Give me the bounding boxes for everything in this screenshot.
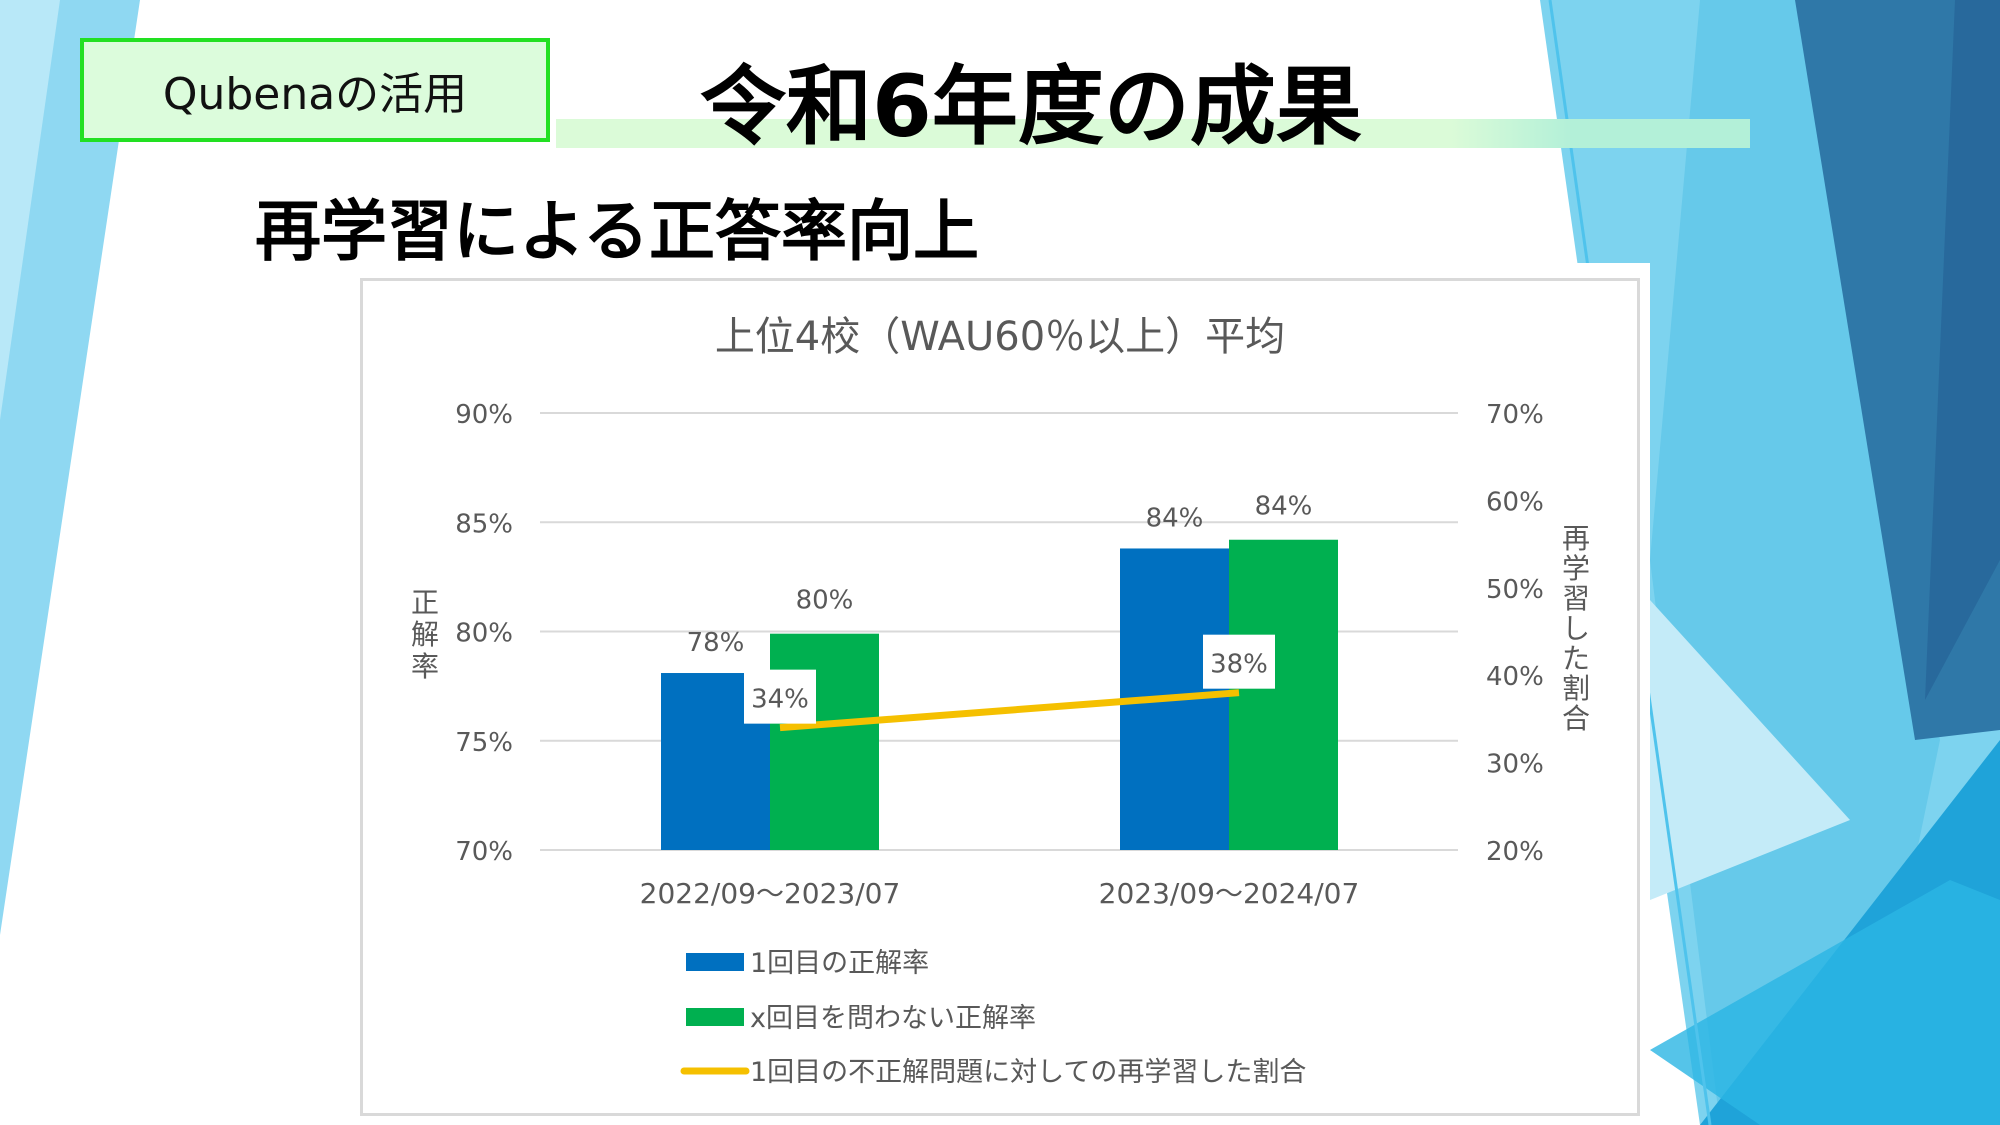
chart-background xyxy=(352,263,1650,1125)
y2-tick-label: 50% xyxy=(1486,575,1544,605)
right-darker-panel xyxy=(1925,0,2000,700)
bar-data-label: 78% xyxy=(687,628,745,658)
page-subtitle: 再学習による正答率向上 xyxy=(255,193,980,270)
y2-tick-label: 30% xyxy=(1486,750,1544,780)
right-bright-band xyxy=(1650,880,2000,1125)
y-tick-label: 85% xyxy=(455,509,513,539)
legend-label: x回目を問わない正解率 xyxy=(750,1003,1036,1034)
legend-swatch xyxy=(686,1008,744,1026)
chart-frame xyxy=(360,278,1640,1116)
y2-tick-label: 70% xyxy=(1486,400,1544,430)
y-tick-label: 90% xyxy=(455,400,513,430)
bar-any-attempt xyxy=(1229,539,1338,850)
section-tag-label: Qubenaの活用 xyxy=(162,69,468,120)
line-label-box xyxy=(744,669,816,724)
bar-data-label: 84% xyxy=(1146,503,1204,533)
y2-axis-title: 再学習した割合 xyxy=(1562,522,1590,735)
y2-tick-label: 60% xyxy=(1486,487,1544,517)
legend-swatch xyxy=(686,953,744,971)
line-label-box xyxy=(1203,634,1275,689)
line-data-label: 34% xyxy=(751,685,809,715)
y-tick-label: 80% xyxy=(455,619,513,649)
y2-tick-label: 20% xyxy=(1486,837,1544,867)
left-wedge xyxy=(0,0,140,935)
legend-label: 1回目の正解率 xyxy=(750,948,929,979)
y-axis-title: 正解率 xyxy=(411,586,439,683)
left-wedge-light xyxy=(0,0,60,420)
bar-data-label: 80% xyxy=(796,586,854,616)
section-tag: Qubenaの活用 xyxy=(80,38,550,142)
y-tick-label: 70% xyxy=(455,837,513,867)
page-title: 令和6年度の成果 xyxy=(700,57,1362,157)
x-tick-label: 2022/09～2023/07 xyxy=(640,877,901,910)
legend-label: 1回目の不正解問題に対しての再学習した割合 xyxy=(750,1057,1306,1088)
header-underline-bar xyxy=(556,119,1750,148)
y-tick-label: 75% xyxy=(455,728,513,758)
bar-any-attempt xyxy=(770,633,879,850)
line-data-label: 38% xyxy=(1210,650,1268,680)
bar-data-label: 84% xyxy=(1255,492,1313,522)
x-tick-label: 2023/09～2024/07 xyxy=(1099,877,1360,910)
line-relearn-ratio xyxy=(779,689,1240,732)
right-pale-wedge xyxy=(1650,600,1850,900)
chart-title: 上位4校（WAU60％以上）平均 xyxy=(715,314,1285,360)
y2-tick-label: 40% xyxy=(1486,662,1544,692)
